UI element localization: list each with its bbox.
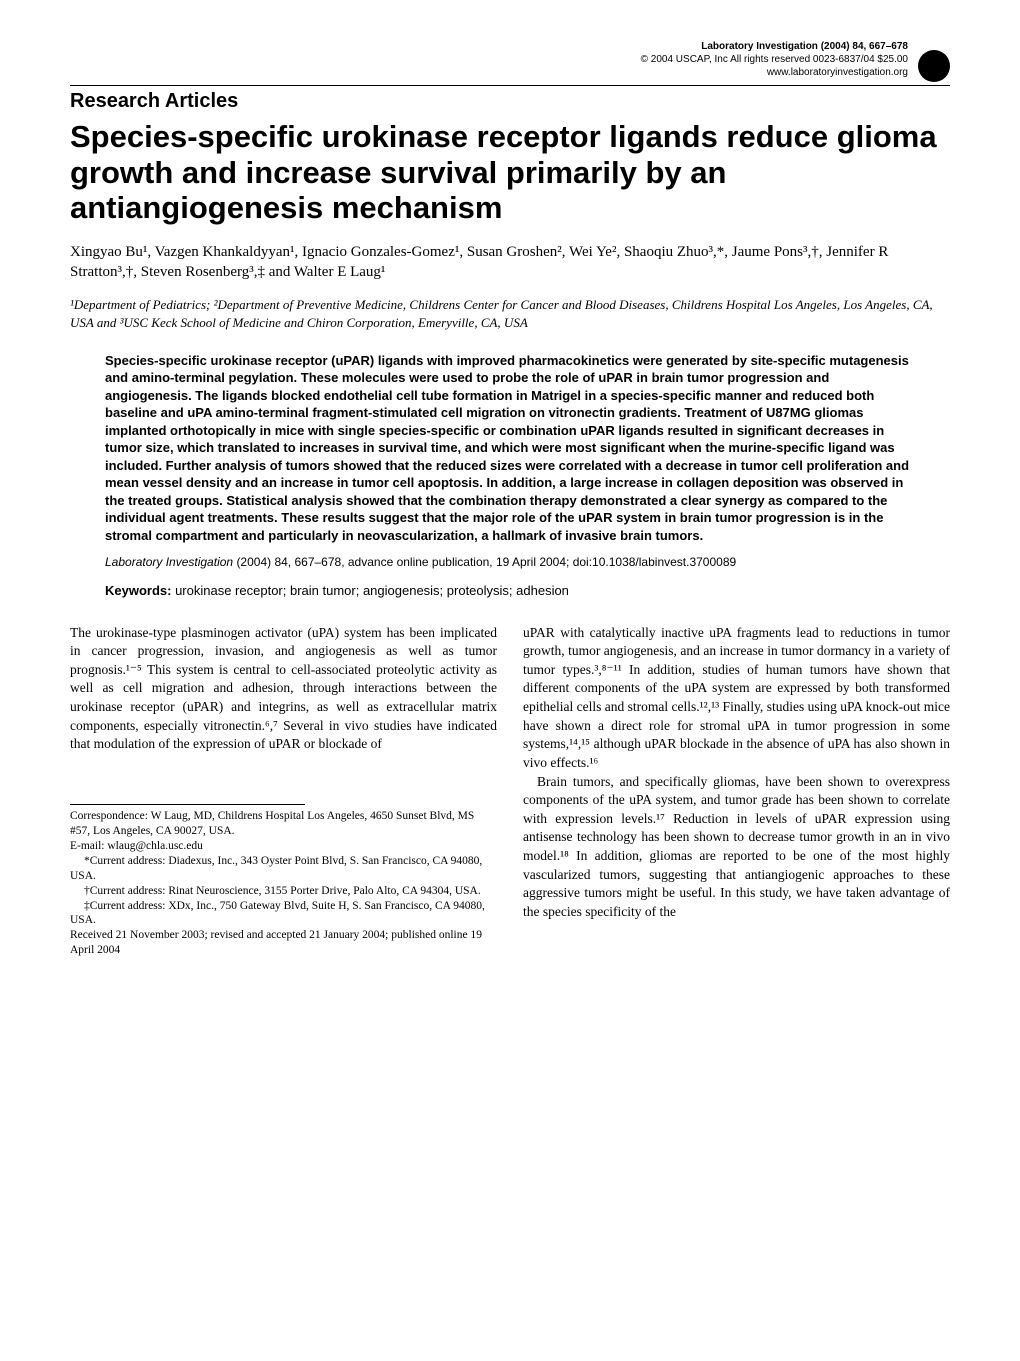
correspondence-received: Received 21 November 2003; revised and a…: [70, 928, 497, 958]
section-header: Research Articles: [70, 85, 950, 113]
body-right-p1: uPAR with catalytically inactive uPA fra…: [523, 624, 950, 773]
keywords-label: Keywords:: [105, 583, 171, 598]
website-url: www.laboratoryinvestigation.org: [70, 66, 950, 79]
keywords: Keywords: urokinase receptor; brain tumo…: [105, 583, 915, 598]
correspondence-email: E-mail: wlaug@chla.usc.edu: [70, 839, 497, 854]
body-right-p2: Brain tumors, and specifically gliomas, …: [523, 773, 950, 922]
citation-line: Laboratory Investigation (2004) 84, 667–…: [105, 555, 915, 569]
body-columns: The urokinase-type plasminogen activator…: [70, 624, 950, 959]
correspondence-divider: [70, 804, 305, 805]
citation-pages: 667–678, advance online publication, 19 …: [294, 555, 736, 569]
authors-list: Xingyao Bu¹, Vazgen Khankaldyyan¹, Ignac…: [70, 242, 950, 283]
correspondence-block: Correspondence: W Laug, MD, Childrens Ho…: [70, 809, 497, 958]
header-info: Laboratory Investigation (2004) 84, 667–…: [70, 40, 950, 79]
left-column: The urokinase-type plasminogen activator…: [70, 624, 497, 959]
journal-citation: Laboratory Investigation (2004) 84, 667–…: [70, 40, 950, 53]
article-title: Species-specific urokinase receptor liga…: [70, 119, 950, 226]
body-left-p1: The urokinase-type plasminogen activator…: [70, 624, 497, 754]
correspondence-line3: *Current address: Diadexus, Inc., 343 Oy…: [70, 854, 497, 884]
right-column: uPAR with catalytically inactive uPA fra…: [523, 624, 950, 959]
affiliations: ¹Department of Pediatrics; ²Department o…: [70, 296, 950, 331]
citation-journal: Laboratory Investigation: [105, 555, 233, 569]
correspondence-line5: ‡Current address: XDx, Inc., 750 Gateway…: [70, 899, 497, 929]
keywords-text: urokinase receptor; brain tumor; angioge…: [171, 583, 568, 598]
npg-logo-icon: [918, 50, 950, 82]
correspondence-line4: †Current address: Rinat Neuroscience, 31…: [70, 884, 497, 899]
abstract-text: Species-specific urokinase receptor (uPA…: [105, 352, 915, 545]
citation-year-vol: (2004) 84,: [236, 555, 291, 569]
copyright-line: © 2004 USCAP, Inc All rights reserved 00…: [70, 53, 950, 66]
correspondence-line1: Correspondence: W Laug, MD, Childrens Ho…: [70, 809, 497, 839]
